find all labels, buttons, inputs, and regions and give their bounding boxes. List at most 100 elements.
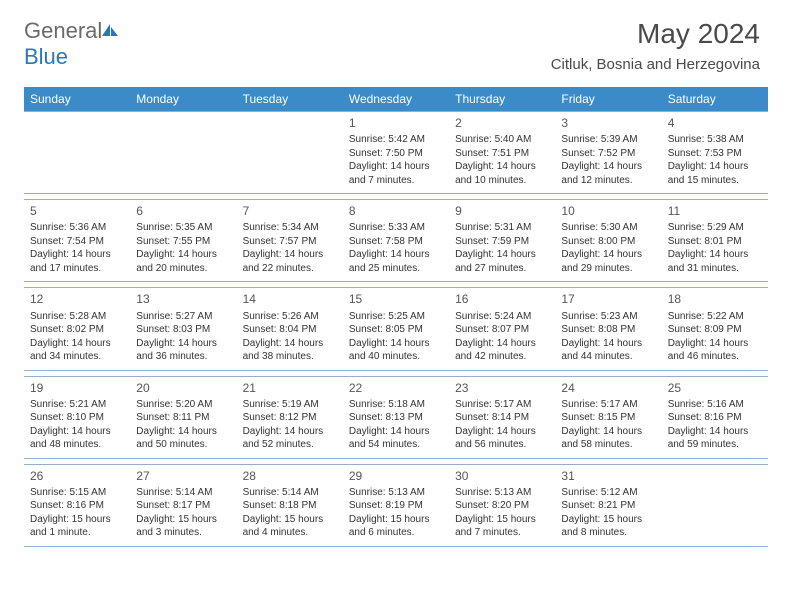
sunset-text: Sunset: 8:16 PM <box>30 499 124 513</box>
sunrise-text: Sunrise: 5:17 AM <box>561 398 655 412</box>
day-number: 20 <box>136 380 230 396</box>
sunset-text: Sunset: 7:59 PM <box>455 235 549 249</box>
weekday-header: Saturday <box>662 87 768 112</box>
sunset-text: Sunset: 7:53 PM <box>668 147 762 161</box>
calendar-day-cell: 22Sunrise: 5:18 AMSunset: 8:13 PMDayligh… <box>343 376 449 458</box>
calendar-day-cell: 29Sunrise: 5:13 AMSunset: 8:19 PMDayligh… <box>343 464 449 546</box>
sunrise-text: Sunrise: 5:29 AM <box>668 221 762 235</box>
sunset-text: Sunset: 7:51 PM <box>455 147 549 161</box>
sunset-text: Sunset: 8:18 PM <box>243 499 337 513</box>
calendar-week-row: 26Sunrise: 5:15 AMSunset: 8:16 PMDayligh… <box>24 464 768 546</box>
sunset-text: Sunset: 8:08 PM <box>561 323 655 337</box>
logo-text-general: General <box>24 18 102 43</box>
sunrise-text: Sunrise: 5:15 AM <box>30 486 124 500</box>
sunset-text: Sunset: 8:13 PM <box>349 411 443 425</box>
calendar-day-cell: 1Sunrise: 5:42 AMSunset: 7:50 PMDaylight… <box>343 112 449 194</box>
sunset-text: Sunset: 8:16 PM <box>668 411 762 425</box>
calendar-day-cell: 13Sunrise: 5:27 AMSunset: 8:03 PMDayligh… <box>130 288 236 370</box>
day-number: 18 <box>668 291 762 307</box>
sunrise-text: Sunrise: 5:34 AM <box>243 221 337 235</box>
calendar-day-cell <box>130 112 236 194</box>
day-number: 23 <box>455 380 549 396</box>
sunrise-text: Sunrise: 5:13 AM <box>455 486 549 500</box>
day-number: 19 <box>30 380 124 396</box>
sunrise-text: Sunrise: 5:16 AM <box>668 398 762 412</box>
calendar-day-cell: 11Sunrise: 5:29 AMSunset: 8:01 PMDayligh… <box>662 200 768 282</box>
weekday-header: Wednesday <box>343 87 449 112</box>
sunset-text: Sunset: 8:01 PM <box>668 235 762 249</box>
calendar-table: Sunday Monday Tuesday Wednesday Thursday… <box>24 87 768 547</box>
calendar-day-cell: 8 Sunrise: 5:33 AMSunset: 7:58 PMDaylight… <box>343 200 449 282</box>
calendar-day-cell <box>662 464 768 546</box>
sunset-text: Sunset: 8:12 PM <box>243 411 337 425</box>
logo-text: General Blue <box>24 18 120 70</box>
sunrise-text: Sunrise: 5:33 AM <box>349 221 443 235</box>
daylight-text: Daylight: 15 hours and 7 minutes. <box>455 513 549 540</box>
calendar-day-cell: 24Sunrise: 5:17 AMSunset: 8:15 PMDayligh… <box>555 376 661 458</box>
calendar-week-row: 1Sunrise: 5:42 AMSunset: 7:50 PMDaylight… <box>24 112 768 194</box>
sunrise-text: Sunrise: 5:30 AM <box>561 221 655 235</box>
weekday-header: Monday <box>130 87 236 112</box>
calendar-day-cell: 25Sunrise: 5:16 AMSunset: 8:16 PMDayligh… <box>662 376 768 458</box>
daylight-text: Daylight: 14 hours and 38 minutes. <box>243 337 337 364</box>
sunset-text: Sunset: 7:58 PM <box>349 235 443 249</box>
logo: General Blue <box>24 18 120 70</box>
day-number: 26 <box>30 468 124 484</box>
calendar-day-cell: 5Sunrise: 5:36 AMSunset: 7:54 PMDaylight… <box>24 200 130 282</box>
month-title: May 2024 <box>551 18 760 50</box>
sunrise-text: Sunrise: 5:14 AM <box>243 486 337 500</box>
calendar-day-cell: 9Sunrise: 5:31 AMSunset: 7:59 PMDaylight… <box>449 200 555 282</box>
sunrise-text: Sunrise: 5:24 AM <box>455 310 549 324</box>
day-number: 29 <box>349 468 443 484</box>
day-number: 8 <box>349 203 443 219</box>
daylight-text: Daylight: 14 hours and 50 minutes. <box>136 425 230 452</box>
sunset-text: Sunset: 7:57 PM <box>243 235 337 249</box>
daylight-text: Daylight: 14 hours and 10 minutes. <box>455 160 549 187</box>
day-number: 10 <box>561 203 655 219</box>
day-number: 21 <box>243 380 337 396</box>
day-number: 11 <box>668 203 762 219</box>
sunrise-text: Sunrise: 5:38 AM <box>668 133 762 147</box>
daylight-text: Daylight: 14 hours and 25 minutes. <box>349 248 443 275</box>
sunrise-text: Sunrise: 5:40 AM <box>455 133 549 147</box>
daylight-text: Daylight: 14 hours and 48 minutes. <box>30 425 124 452</box>
sunset-text: Sunset: 7:52 PM <box>561 147 655 161</box>
sunset-text: Sunset: 8:00 PM <box>561 235 655 249</box>
sunset-text: Sunset: 8:14 PM <box>455 411 549 425</box>
daylight-text: Daylight: 14 hours and 46 minutes. <box>668 337 762 364</box>
calendar-day-cell <box>237 112 343 194</box>
day-number: 24 <box>561 380 655 396</box>
calendar-day-cell: 14Sunrise: 5:26 AMSunset: 8:04 PMDayligh… <box>237 288 343 370</box>
day-number: 9 <box>455 203 549 219</box>
daylight-text: Daylight: 15 hours and 1 minute. <box>30 513 124 540</box>
sunrise-text: Sunrise: 5:26 AM <box>243 310 337 324</box>
sunrise-text: Sunrise: 5:36 AM <box>30 221 124 235</box>
calendar-day-cell: 16Sunrise: 5:24 AMSunset: 8:07 PMDayligh… <box>449 288 555 370</box>
daylight-text: Daylight: 14 hours and 7 minutes. <box>349 160 443 187</box>
calendar-day-cell: 3Sunrise: 5:39 AMSunset: 7:52 PMDaylight… <box>555 112 661 194</box>
sunset-text: Sunset: 8:02 PM <box>30 323 124 337</box>
sunset-text: Sunset: 8:09 PM <box>668 323 762 337</box>
logo-text-blue: Blue <box>24 44 68 69</box>
sunrise-text: Sunrise: 5:18 AM <box>349 398 443 412</box>
sunrise-text: Sunrise: 5:39 AM <box>561 133 655 147</box>
daylight-text: Daylight: 14 hours and 34 minutes. <box>30 337 124 364</box>
calendar-day-cell: 27Sunrise: 5:14 AMSunset: 8:17 PMDayligh… <box>130 464 236 546</box>
sunset-text: Sunset: 8:17 PM <box>136 499 230 513</box>
sunrise-text: Sunrise: 5:20 AM <box>136 398 230 412</box>
daylight-text: Daylight: 14 hours and 15 minutes. <box>668 160 762 187</box>
logo-sail-icon <box>100 18 120 44</box>
day-number: 31 <box>561 468 655 484</box>
sunrise-text: Sunrise: 5:31 AM <box>455 221 549 235</box>
daylight-text: Daylight: 14 hours and 36 minutes. <box>136 337 230 364</box>
sunset-text: Sunset: 8:19 PM <box>349 499 443 513</box>
calendar-day-cell: 20Sunrise: 5:20 AMSunset: 8:11 PMDayligh… <box>130 376 236 458</box>
calendar-day-cell: 30Sunrise: 5:13 AMSunset: 8:20 PMDayligh… <box>449 464 555 546</box>
sunset-text: Sunset: 7:50 PM <box>349 147 443 161</box>
calendar-day-cell: 4Sunrise: 5:38 AMSunset: 7:53 PMDaylight… <box>662 112 768 194</box>
calendar-day-cell: 10Sunrise: 5:30 AMSunset: 8:00 PMDayligh… <box>555 200 661 282</box>
sunrise-text: Sunrise: 5:35 AM <box>136 221 230 235</box>
calendar-day-cell: 2Sunrise: 5:40 AMSunset: 7:51 PMDaylight… <box>449 112 555 194</box>
sunrise-text: Sunrise: 5:12 AM <box>561 486 655 500</box>
weekday-header: Sunday <box>24 87 130 112</box>
